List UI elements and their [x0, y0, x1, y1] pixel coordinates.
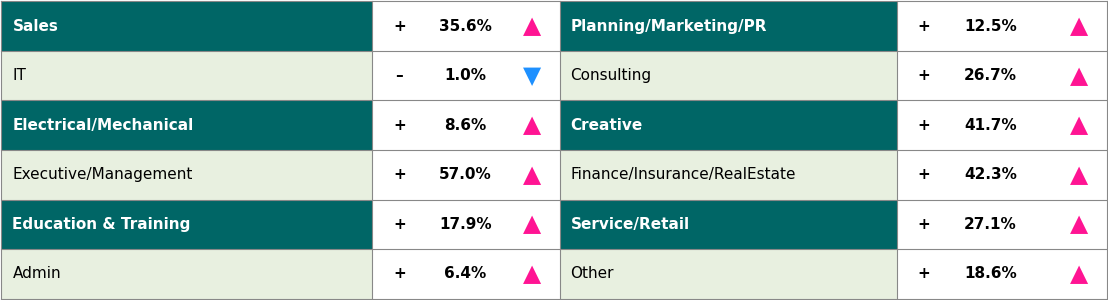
Bar — [371, 249, 560, 298]
Bar — [560, 51, 896, 100]
Bar — [560, 249, 896, 298]
Text: Executive/Management: Executive/Management — [12, 167, 193, 182]
Text: ▲: ▲ — [523, 212, 541, 236]
Text: Planning/Marketing/PR: Planning/Marketing/PR — [571, 19, 767, 34]
Bar — [1, 150, 371, 200]
Text: ▲: ▲ — [1070, 14, 1088, 38]
Text: +: + — [393, 217, 406, 232]
Text: Finance/Insurance/RealEstate: Finance/Insurance/RealEstate — [571, 167, 796, 182]
Text: 17.9%: 17.9% — [439, 217, 492, 232]
Text: Sales: Sales — [12, 19, 59, 34]
Bar — [371, 51, 560, 100]
Bar — [896, 2, 1107, 51]
Text: ▲: ▲ — [1070, 212, 1088, 236]
Text: Creative: Creative — [571, 118, 643, 133]
Text: +: + — [917, 266, 931, 281]
Text: –: – — [396, 68, 403, 83]
Text: Admin: Admin — [12, 266, 61, 281]
Bar — [896, 51, 1107, 100]
Text: Electrical/Mechanical: Electrical/Mechanical — [12, 118, 194, 133]
Text: +: + — [393, 118, 406, 133]
Text: ▲: ▲ — [523, 113, 541, 137]
Bar — [1, 249, 371, 298]
Text: Education & Training: Education & Training — [12, 217, 191, 232]
Text: ▲: ▲ — [1070, 262, 1088, 286]
Text: 42.3%: 42.3% — [964, 167, 1017, 182]
Text: +: + — [393, 167, 406, 182]
Bar — [371, 150, 560, 200]
Bar — [560, 100, 896, 150]
Bar — [896, 100, 1107, 150]
Bar — [560, 150, 896, 200]
Bar — [1, 100, 371, 150]
Text: ▼: ▼ — [523, 64, 541, 88]
Text: +: + — [917, 118, 931, 133]
Text: +: + — [917, 19, 931, 34]
Text: 27.1%: 27.1% — [964, 217, 1017, 232]
Text: Consulting: Consulting — [571, 68, 652, 83]
Bar — [896, 150, 1107, 200]
Bar — [1, 51, 371, 100]
Text: 57.0%: 57.0% — [439, 167, 492, 182]
Bar — [1, 200, 371, 249]
Text: ▲: ▲ — [523, 14, 541, 38]
Text: 35.6%: 35.6% — [439, 19, 492, 34]
Text: 6.4%: 6.4% — [444, 266, 486, 281]
Text: +: + — [393, 19, 406, 34]
Bar — [371, 200, 560, 249]
Bar — [560, 2, 896, 51]
Text: 8.6%: 8.6% — [444, 118, 486, 133]
Text: IT: IT — [12, 68, 27, 83]
Bar — [371, 100, 560, 150]
Text: +: + — [393, 266, 406, 281]
Bar — [896, 200, 1107, 249]
Bar — [1, 2, 371, 51]
Text: +: + — [917, 167, 931, 182]
Text: ▲: ▲ — [1070, 64, 1088, 88]
Bar — [896, 249, 1107, 298]
Bar — [560, 200, 896, 249]
Text: ▲: ▲ — [1070, 113, 1088, 137]
Text: +: + — [917, 217, 931, 232]
Text: Other: Other — [571, 266, 614, 281]
Text: 18.6%: 18.6% — [964, 266, 1017, 281]
Text: 12.5%: 12.5% — [964, 19, 1017, 34]
Text: 1.0%: 1.0% — [444, 68, 486, 83]
Text: ▲: ▲ — [523, 262, 541, 286]
Text: ▲: ▲ — [1070, 163, 1088, 187]
Bar — [371, 2, 560, 51]
Text: 41.7%: 41.7% — [964, 118, 1017, 133]
Text: 26.7%: 26.7% — [964, 68, 1017, 83]
Text: ▲: ▲ — [523, 163, 541, 187]
Text: Service/Retail: Service/Retail — [571, 217, 689, 232]
Text: +: + — [917, 68, 931, 83]
